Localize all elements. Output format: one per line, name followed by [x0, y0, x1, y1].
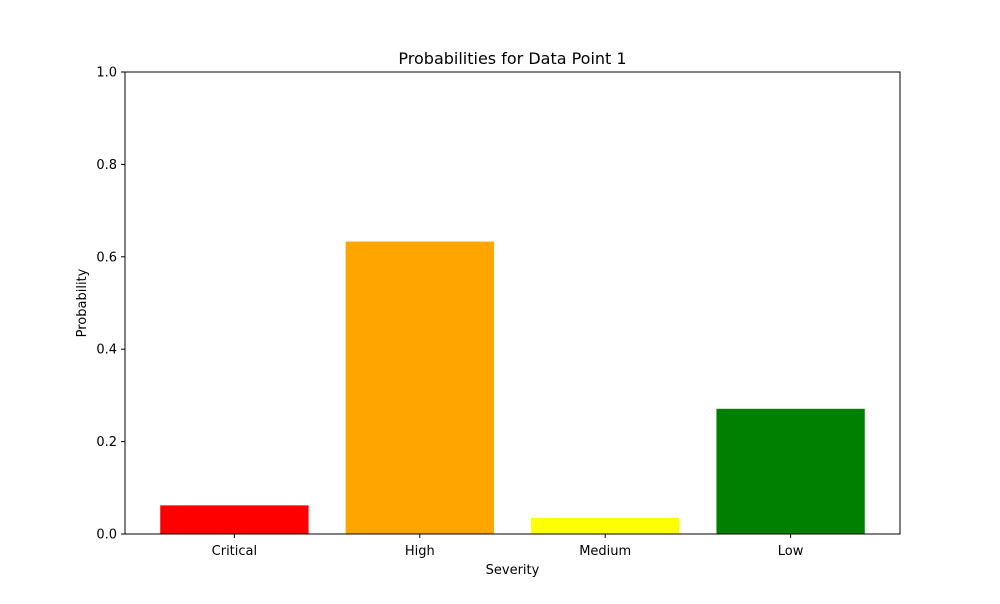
bar-low [716, 408, 865, 534]
y-axis-label: Probability [75, 268, 90, 337]
x-axis-ticks: Critical High Medium Low [212, 534, 804, 559]
y-tick-label: 1.0 [96, 66, 117, 81]
y-tick-label: 0.8 [96, 158, 117, 173]
y-tick-label: 0.2 [96, 435, 117, 450]
y-tick-label: 0.0 [96, 528, 117, 543]
x-tick-label: Low [778, 544, 804, 559]
x-tick-label: Medium [579, 544, 631, 559]
bar-high [345, 241, 494, 534]
chart-title: Probabilities for Data Point 1 [398, 49, 626, 68]
bars-group [160, 241, 865, 534]
y-axis-ticks: 0.0 0.2 0.4 0.6 0.8 1.0 [96, 66, 125, 543]
plot-area-frame [124, 71, 901, 535]
bar-medium [531, 517, 680, 534]
bar-critical [160, 505, 309, 534]
x-tick-label: High [405, 544, 435, 559]
x-tick-label: Critical [212, 544, 257, 559]
y-tick-label: 0.4 [96, 343, 117, 358]
y-tick-label: 0.6 [96, 250, 117, 265]
x-axis-label: Severity [486, 563, 540, 578]
